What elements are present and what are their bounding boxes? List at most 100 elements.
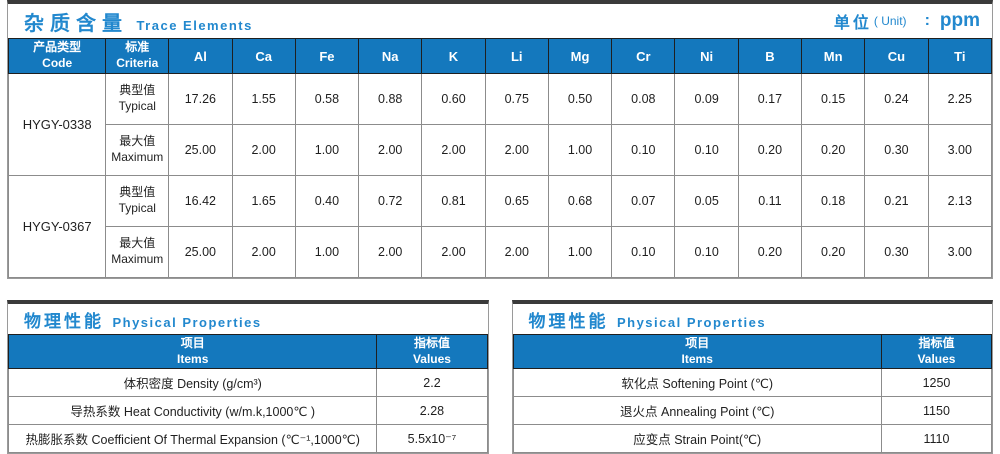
column-header-element-k: K: [421, 38, 486, 74]
value-cell: 1.00: [547, 124, 613, 176]
physical-right-header: 项目 Items 指标值 Values: [512, 334, 993, 369]
value-cell: 2.00: [484, 124, 549, 176]
property-item-cell: 导热系数 Heat Conductivity (w/m.k,1000℃ ): [7, 396, 378, 425]
criteria-typical-zh: 典型值: [119, 83, 156, 98]
unit-value: ppm: [939, 10, 980, 31]
value-cell: 0.10: [674, 226, 739, 278]
trace-title-zh: 杂质含量: [24, 12, 128, 35]
table-row-density: 体积密度 Density (g/cm³) 2.2: [7, 368, 488, 397]
value-cell: 2.00: [421, 124, 486, 176]
column-header-element-al: Al: [168, 38, 233, 74]
physical-properties-right-section: 物理性能 Physical Properties 项目 Items 指标值 Va…: [511, 300, 993, 454]
column-header-values-en: Values: [917, 351, 956, 366]
physical-right-title-bar: 物理性能 Physical Properties: [512, 304, 992, 334]
unit-indicator: 单位 ( Unit) : ppm: [834, 9, 980, 33]
physical-left-header: 项目 Items 指标值 Values: [7, 334, 488, 369]
physical-left-title: 物理性能 Physical Properties: [24, 307, 262, 332]
column-header-element-cr: Cr: [611, 38, 676, 74]
value-cell: 0.40: [294, 175, 360, 227]
value-cell: 2.25: [927, 73, 993, 125]
value-cell: 2.00: [484, 226, 549, 278]
value-cell: 2.13: [927, 175, 993, 227]
column-header-items-en: Items: [177, 351, 209, 366]
criteria-cell-maximum: 最大值 Maximum: [105, 226, 170, 278]
table-row-0338-typical: HYGY-0338 典型值 Typical 17.26 1.55 0.58 0.…: [7, 73, 993, 176]
property-item-cell: 应变点 Strain Point(℃): [512, 424, 882, 453]
table-row-strain-point: 应变点 Strain Point(℃) 1110: [512, 424, 993, 453]
value-cell: 0.88: [358, 73, 423, 125]
criteria-maximum-zh: 最大值: [119, 236, 156, 251]
value-cell: 1.55: [231, 73, 296, 125]
column-header-element-mg: Mg: [547, 38, 613, 74]
criteria-cell-maximum: 最大值 Maximum: [105, 124, 170, 176]
criteria-cell-typical: 典型值 Typical: [105, 73, 170, 125]
column-header-element-mn: Mn: [801, 38, 866, 74]
criteria-typical-zh: 典型值: [119, 185, 156, 200]
trace-table-header: 产品类型 Code 标准 Criteria Al Ca Fe Na K Li M…: [7, 38, 993, 74]
column-header-values: 指标值 Values: [880, 334, 993, 369]
value-cell: 1.00: [294, 124, 360, 176]
value-cell: 1.00: [547, 226, 613, 278]
value-cell: 17.26: [168, 73, 233, 125]
value-cell: 25.00: [168, 124, 233, 176]
unit-colon: :: [924, 12, 930, 29]
value-cell: 0.10: [611, 124, 676, 176]
column-header-element-ti: Ti: [927, 38, 993, 74]
value-cell: 1.00: [294, 226, 360, 278]
criteria-maximum-zh: 最大值: [119, 134, 156, 149]
column-header-items: 项目 Items: [7, 334, 378, 369]
column-header-element-na: Na: [358, 38, 423, 74]
value-cell: 0.11: [737, 175, 803, 227]
value-cell: 0.05: [674, 175, 739, 227]
property-value-cell: 2.2: [376, 368, 488, 397]
physical-right-header-row: 项目 Items 指标值 Values: [512, 334, 993, 369]
trace-title-en: Trace Elements: [136, 17, 253, 33]
property-item-cell: 软化点 Softening Point (℃): [512, 368, 882, 397]
value-cell: 0.20: [801, 226, 866, 278]
value-cell: 0.20: [737, 226, 803, 278]
physical-left-title-zh: 物理性能: [24, 311, 104, 331]
column-header-element-fe: Fe: [294, 38, 360, 74]
value-cell: 0.50: [547, 73, 613, 125]
unit-label-zh: 单位: [833, 15, 872, 32]
column-header-items-zh: 项目: [180, 335, 205, 350]
physical-left-title-en: Physical Properties: [112, 314, 262, 330]
value-cell: 0.72: [358, 175, 423, 227]
value-cell: 0.60: [421, 73, 486, 125]
column-header-values-en: Values: [412, 351, 451, 366]
column-header-code-en: Code: [42, 56, 73, 70]
table-row-0367-maximum: 最大值 Maximum 25.00 2.00 1.00 2.00 2.00 2.…: [9, 226, 993, 278]
trace-table-body: HYGY-0338 典型值 Typical 17.26 1.55 0.58 0.…: [7, 73, 993, 278]
column-header-code-zh: 产品类型: [33, 40, 82, 55]
value-cell: 3.00: [927, 124, 993, 176]
trace-elements-title: 杂质含量 Trace Elements: [24, 7, 253, 36]
property-value-cell: 1110: [880, 424, 993, 453]
trace-elements-title-bar: 杂质含量 Trace Elements 单位 ( Unit) : ppm: [8, 4, 992, 38]
table-row-0338-maximum: 最大值 Maximum 25.00 2.00 1.00 2.00 2.00 2.…: [9, 124, 993, 176]
trace-elements-section: 杂质含量 Trace Elements 单位 ( Unit) : ppm 产品类…: [7, 0, 993, 279]
column-header-items: 项目 Items: [512, 334, 882, 369]
property-value-cell: 1250: [880, 368, 993, 397]
property-value-cell: 2.28: [376, 396, 488, 425]
value-cell: 0.17: [737, 73, 803, 125]
value-cell: 0.09: [674, 73, 739, 125]
value-cell: 16.42: [168, 175, 233, 227]
physical-right-body: 软化点 Softening Point (℃) 1250 退火点 Anneali…: [512, 368, 993, 453]
column-header-element-cu: Cu: [864, 38, 929, 74]
value-cell: 1.65: [231, 175, 296, 227]
physical-left-header-row: 项目 Items 指标值 Values: [7, 334, 488, 369]
value-cell: 2.00: [421, 226, 486, 278]
value-cell: 2.00: [231, 226, 296, 278]
value-cell: 2.00: [358, 226, 423, 278]
physical-properties-row: 物理性能 Physical Properties 项目 Items 指标值 Va…: [7, 300, 993, 454]
value-cell: 0.18: [801, 175, 866, 227]
unit-label-en: ( Unit): [873, 14, 907, 28]
property-item-cell: 退火点 Annealing Point (℃): [512, 396, 882, 425]
value-cell: 0.15: [801, 73, 866, 125]
property-item-cell: 热膨胀系数 Coefficient Of Thermal Expansion (…: [7, 424, 378, 453]
column-header-items-zh: 项目: [685, 335, 710, 350]
physical-right-title-zh: 物理性能: [528, 311, 609, 331]
table-row-0367-typical: HYGY-0367 典型值 Typical 16.42 1.65 0.40 0.…: [7, 175, 993, 278]
value-cell: 0.30: [864, 124, 929, 176]
